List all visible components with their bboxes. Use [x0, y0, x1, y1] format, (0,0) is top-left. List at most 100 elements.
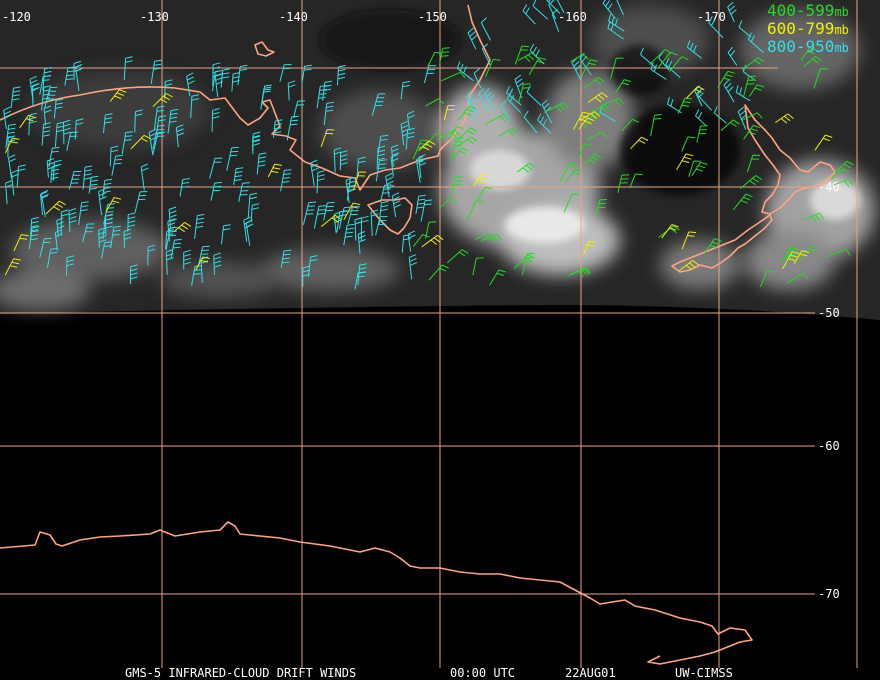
wind-barb-icon — [110, 225, 121, 249]
wind-barb-icon — [723, 79, 735, 103]
wind-barb-icon — [44, 86, 58, 109]
wind-barb-icon — [775, 113, 794, 124]
nz-north-island-coast — [744, 104, 836, 215]
wind-barb-icon — [152, 131, 166, 156]
wind-barb-icon — [415, 194, 426, 214]
wind-barb-icon — [333, 211, 342, 234]
wind-barb-icon — [579, 111, 601, 121]
wind-barb-icon — [650, 114, 662, 137]
longitude-labels: -120 -130 -140 -150 -160 -170 — [2, 10, 726, 24]
wind-barb-icon — [676, 153, 694, 170]
wind-barb-icon — [233, 167, 244, 185]
lat-label-40: -40 — [818, 180, 840, 194]
wind-barb-icon — [391, 144, 400, 167]
wind-barb-icon — [352, 171, 367, 191]
wind-barb-icon — [3, 106, 12, 129]
wind-barb-icon — [559, 161, 578, 182]
wind-barb-icon — [183, 249, 191, 270]
wind-barb-icon — [522, 4, 536, 25]
wind-barb-icon — [320, 214, 342, 227]
wind-barb-icon — [323, 201, 335, 221]
lat-label-50: -50 — [818, 306, 840, 320]
wind-barb-icon — [10, 86, 21, 108]
wind-barb-icon — [424, 98, 445, 107]
wind-barb-icon — [211, 108, 220, 132]
wind-barb-icon — [123, 56, 133, 81]
wind-barb-icon — [518, 83, 531, 104]
lat-label-70: -70 — [818, 587, 840, 601]
wind-barb-icon — [418, 140, 436, 151]
wind-barb-icon — [8, 154, 16, 179]
wind-barb-icon — [472, 173, 489, 187]
wind-barb-icon — [267, 163, 282, 178]
wind-barb-icon — [400, 80, 411, 100]
wind-barb-icon — [485, 113, 510, 125]
lon-label-140: -140 — [279, 10, 308, 24]
nz-south-island-coast — [671, 214, 773, 273]
wind-barb-icon — [556, 0, 565, 14]
wind-barb-icon — [782, 251, 800, 270]
wind-barb-icon — [134, 191, 148, 213]
wind-barb-icon — [407, 230, 416, 252]
wind-barb-icon — [528, 57, 547, 76]
wind-barb-icon — [339, 150, 348, 171]
wind-barb-icon — [695, 109, 707, 127]
wind-barb-icon — [586, 131, 608, 141]
wind-barb-icon — [273, 119, 283, 138]
wind-barb-icon — [52, 159, 62, 181]
wind-barb-icon — [103, 113, 113, 134]
wind-barb-icon — [401, 234, 411, 253]
wind-barb-icon — [260, 86, 272, 110]
wind-barb-icon — [127, 212, 136, 232]
wind-barb-icon — [405, 127, 415, 150]
wind-barb-icon — [385, 172, 395, 198]
wind-barb-icon — [614, 79, 632, 94]
wind-barb-icon — [313, 205, 327, 229]
wind-barb-icon — [717, 70, 735, 88]
wind-barb-icon — [212, 62, 221, 87]
wind-barb-icon — [63, 119, 71, 144]
wind-barb-icon — [28, 226, 40, 250]
wind-barb-icon — [572, 111, 591, 130]
wind-barb-icon — [526, 85, 542, 106]
small-island-coast — [254, 41, 275, 57]
wind-barb-icon — [741, 57, 765, 71]
wind-barb-icon — [595, 199, 608, 217]
wind-barb-icon — [541, 99, 553, 124]
wind-barb-icon — [29, 75, 39, 103]
wind-barb-icon — [73, 60, 82, 81]
wind-barb-icon — [375, 216, 388, 236]
wind-barb-icon — [427, 51, 443, 67]
wind-barb-icon — [800, 47, 817, 61]
wind-barb-icon — [408, 254, 418, 280]
wind-barb-icon — [834, 160, 854, 174]
wind-barb-icon — [357, 231, 366, 254]
wind-barb-icon — [354, 271, 366, 290]
wind-barb-icon — [668, 56, 689, 72]
wind-barb-icon — [88, 175, 99, 194]
coastlines — [0, 4, 836, 665]
wind-barb-icon — [467, 27, 478, 50]
wind-barb-icon — [165, 249, 174, 275]
wind-barb-icon — [457, 136, 478, 147]
wind-barb-icon — [457, 127, 477, 141]
wind-barb-icon — [467, 200, 484, 221]
wind-barb-icon — [727, 1, 737, 23]
wind-barb-icon — [428, 264, 449, 281]
wind-barb-icon — [578, 144, 591, 159]
wind-barb-icon — [320, 129, 335, 147]
wind-barb-icon — [489, 269, 507, 286]
wind-barb-icon — [231, 72, 241, 92]
wind-barb-icon — [608, 14, 625, 32]
wind-barb-icon — [68, 208, 77, 233]
wind-barb-icon — [371, 93, 386, 117]
wind-barb-icon — [544, 102, 569, 113]
wind-barb-icon — [167, 218, 176, 242]
wind-barb-icon — [793, 250, 810, 265]
australia-coast — [0, 4, 491, 191]
wind-barb-icon — [563, 193, 580, 213]
wind-barb-icon — [578, 117, 595, 130]
legend-unit-400-599: mb — [834, 5, 848, 19]
wind-barb-icon — [64, 66, 76, 86]
wind-barb-icon — [4, 258, 21, 276]
